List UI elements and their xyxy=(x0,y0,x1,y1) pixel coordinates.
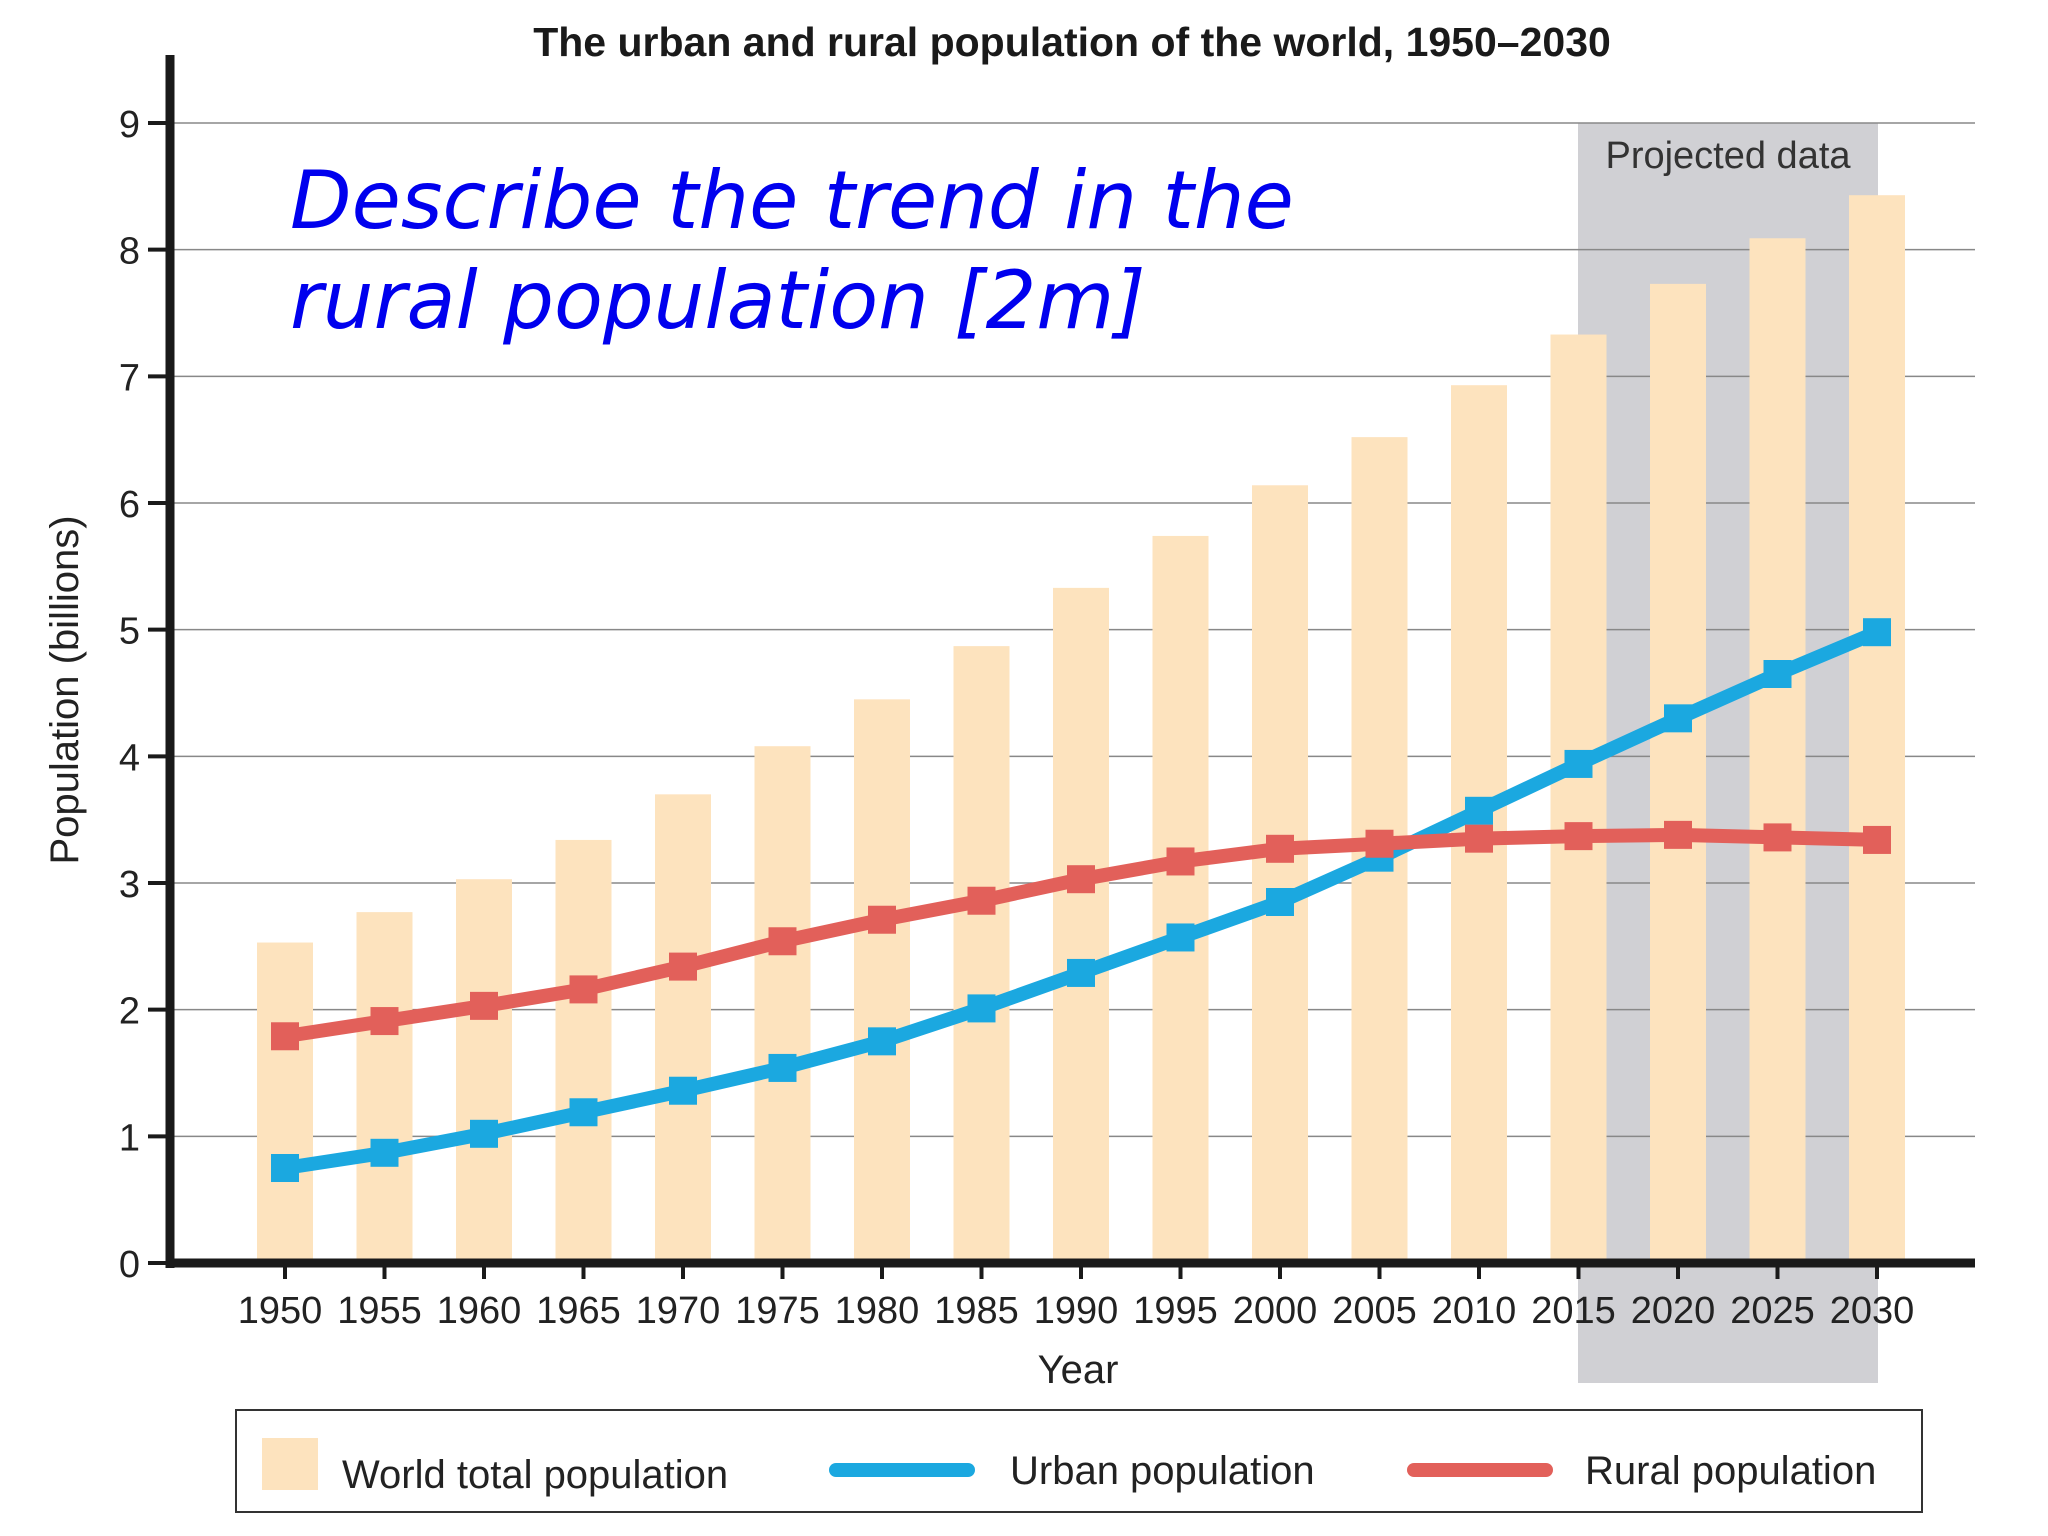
point-rural-population-2030 xyxy=(1863,825,1891,854)
chart-title: The urban and rural population of the wo… xyxy=(533,19,1611,65)
legend-swatch-world-total-population xyxy=(262,1438,318,1490)
point-rural-population-1960 xyxy=(470,991,498,1020)
annotation-line-1: Describe the trend in the xyxy=(290,154,1294,247)
y-tick-label: 8 xyxy=(119,231,140,273)
bar-world-total-1995 xyxy=(1152,535,1209,1263)
x-tick-label-1990: 1990 xyxy=(1034,1290,1119,1332)
bar-world-total-1975 xyxy=(754,746,811,1263)
x-tick-label-2025: 2025 xyxy=(1730,1290,1815,1332)
x-tick-label-2000: 2000 xyxy=(1233,1290,1318,1332)
bar-world-total-2020 xyxy=(1650,283,1706,1263)
point-urban-population-1955 xyxy=(370,1138,399,1167)
y-tick-label: 4 xyxy=(119,737,140,779)
x-tick-label-2010: 2010 xyxy=(1432,1290,1517,1332)
point-rural-population-2020 xyxy=(1664,820,1692,849)
y-tick-label: 0 xyxy=(119,1244,140,1286)
point-urban-population-2010 xyxy=(1465,796,1493,825)
bar-world-total-1965 xyxy=(555,839,612,1263)
point-urban-population-2030 xyxy=(1863,618,1891,647)
x-tick-label-1970: 1970 xyxy=(636,1290,721,1332)
y-tick-label: 5 xyxy=(119,611,140,653)
point-rural-population-1965 xyxy=(569,975,598,1004)
projection-region xyxy=(1578,123,1878,1383)
bar-world-total-1960 xyxy=(456,879,512,1263)
legend-label-world-total-population: World total population xyxy=(342,1453,728,1497)
point-rural-population-2000 xyxy=(1266,834,1294,863)
point-urban-population-2025 xyxy=(1763,660,1792,688)
point-rural-population-1990 xyxy=(1067,865,1095,894)
x-tick-label-1950: 1950 xyxy=(238,1290,323,1332)
bar-world-total-1990 xyxy=(1053,587,1109,1263)
bar-world-total-1950 xyxy=(257,942,313,1263)
y-tick-label: 1 xyxy=(119,1117,140,1159)
point-urban-population-1985 xyxy=(967,994,996,1023)
x-tick-label-2015: 2015 xyxy=(1531,1290,1616,1332)
bar-world-total-1980 xyxy=(854,699,910,1263)
point-rural-population-2025 xyxy=(1763,823,1792,852)
x-tick-label-1995: 1995 xyxy=(1133,1290,1218,1332)
point-rural-population-1985 xyxy=(967,886,996,915)
point-urban-population-2000 xyxy=(1266,888,1294,916)
point-urban-population-1980 xyxy=(868,1027,896,1056)
bar-world-total-1985 xyxy=(953,646,1010,1263)
point-urban-population-1990 xyxy=(1067,958,1095,987)
x-tick-label-1960: 1960 xyxy=(437,1290,522,1332)
bar-world-total-2000 xyxy=(1252,485,1308,1263)
point-rural-population-1975 xyxy=(768,927,797,956)
point-rural-population-2010 xyxy=(1465,824,1493,853)
point-urban-population-1965 xyxy=(569,1098,598,1127)
x-tick-label-1975: 1975 xyxy=(735,1290,820,1332)
point-urban-population-2020 xyxy=(1664,704,1692,733)
x-tick-label-1985: 1985 xyxy=(934,1290,1019,1332)
projection-label: Projected data xyxy=(1605,135,1851,177)
legend-label-urban-population: Urban population xyxy=(1010,1449,1315,1493)
y-axis-label: Population (billions) xyxy=(43,515,87,864)
y-tick-label: 7 xyxy=(119,357,140,399)
x-tick-label-2020: 2020 xyxy=(1631,1290,1716,1332)
bar-world-total-1970 xyxy=(655,794,711,1263)
point-urban-population-1950 xyxy=(271,1154,299,1182)
point-rural-population-1995 xyxy=(1166,847,1195,876)
annotation-line-2: rural population [2m] xyxy=(290,254,1146,347)
point-urban-population-2015 xyxy=(1564,749,1593,778)
point-rural-population-2005 xyxy=(1365,829,1394,858)
x-tick-label-1955: 1955 xyxy=(337,1290,422,1332)
point-rural-population-1955 xyxy=(370,1007,399,1036)
point-urban-population-1995 xyxy=(1166,923,1195,952)
point-urban-population-1960 xyxy=(470,1119,498,1148)
x-axis-label: Year xyxy=(1038,1348,1119,1392)
bar-world-total-1955 xyxy=(356,912,413,1263)
point-urban-population-1975 xyxy=(768,1053,797,1082)
x-tick-label-2030: 2030 xyxy=(1830,1290,1915,1332)
legend-label-rural-population: Rural population xyxy=(1585,1449,1876,1493)
point-rural-population-1970 xyxy=(669,952,697,981)
bar-world-total-2015 xyxy=(1550,334,1607,1263)
y-tick-label: 2 xyxy=(119,991,140,1033)
bar-world-total-2025 xyxy=(1749,238,1806,1264)
y-tick-label: 3 xyxy=(119,864,140,906)
x-tick-label-1980: 1980 xyxy=(835,1290,920,1332)
point-rural-population-1950 xyxy=(271,1022,299,1051)
y-tick-label: 6 xyxy=(119,484,140,526)
x-tick-label-1965: 1965 xyxy=(536,1290,621,1332)
x-tick-label-2005: 2005 xyxy=(1332,1290,1417,1332)
bar-world-total-2030 xyxy=(1849,195,1905,1264)
y-tick-label: 9 xyxy=(119,104,140,146)
legend-box xyxy=(235,1409,1923,1513)
point-urban-population-1970 xyxy=(669,1076,697,1105)
point-rural-population-2015 xyxy=(1564,822,1593,851)
point-rural-population-1980 xyxy=(868,905,896,934)
